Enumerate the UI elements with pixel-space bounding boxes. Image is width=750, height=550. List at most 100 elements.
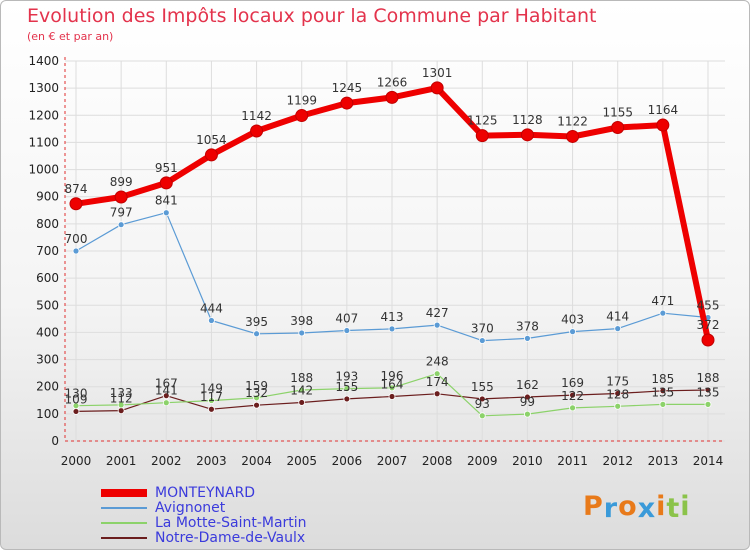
y-tick-label: 800: [36, 217, 59, 231]
data-label: 1301: [422, 66, 453, 80]
data-point: [701, 333, 715, 347]
x-tick-label: 2001: [106, 454, 137, 468]
data-label: 414: [606, 310, 629, 324]
data-label: 427: [426, 306, 449, 320]
data-label: 1128: [512, 113, 543, 127]
data-point: [159, 176, 173, 190]
data-point: [475, 129, 489, 143]
x-tick-label: 2013: [648, 454, 679, 468]
data-label: 874: [65, 182, 88, 196]
x-tick-label: 2010: [512, 454, 543, 468]
axes: 0 100 200 300 400 500 600 700 800 900 1000 1100 1200…: [28, 54, 725, 468]
data-label: 135: [651, 385, 674, 399]
legend-item: La Motte-Saint-Martin: [101, 516, 307, 531]
legend-swatch: [101, 489, 147, 497]
legend-label: La Motte-Saint-Martin: [155, 515, 307, 531]
data-point: [566, 129, 580, 143]
data-label: 413: [381, 310, 404, 324]
data-label: 395: [245, 315, 268, 329]
logo-letter: i: [680, 491, 691, 522]
chart-title: Evolution des Impôts locaux pour la Comm…: [27, 5, 597, 27]
x-tick-label: 2000: [61, 454, 92, 468]
legend-label: Notre-Dame-de-Vaulx: [155, 530, 306, 546]
legend-swatch: [101, 522, 147, 524]
data-label: 174: [426, 375, 449, 389]
data-point: [659, 400, 667, 408]
x-tick-label: 2007: [377, 454, 408, 468]
data-label: 193: [335, 370, 358, 384]
data-point: [520, 128, 534, 142]
data-label: 455: [697, 299, 720, 313]
data-point: [478, 412, 486, 420]
data-label: 378: [516, 319, 539, 333]
y-tick-label: 0: [51, 434, 59, 448]
data-label: 117: [200, 390, 223, 404]
logo-letter: t: [666, 493, 681, 524]
data-label: 169: [561, 376, 584, 390]
data-label: 841: [155, 194, 178, 208]
data-point: [524, 410, 531, 418]
x-tick-label: 2011: [557, 454, 588, 468]
x-tick-label: 2004: [241, 454, 272, 468]
data-label: 99: [520, 395, 535, 409]
y-tick-label: 700: [36, 244, 59, 258]
data-point: [69, 197, 83, 211]
y-tick-label: 500: [36, 298, 59, 312]
data-label: 122: [561, 389, 584, 403]
data-label: 248: [426, 355, 449, 369]
data-point: [253, 401, 260, 409]
data-label: 162: [516, 378, 539, 392]
y-tick-label: 100: [36, 407, 59, 421]
y-tick-label: 300: [36, 353, 59, 367]
data-point: [298, 386, 306, 394]
legend-item: Avignonet: [101, 501, 307, 516]
x-tick-label: 2014: [693, 454, 724, 468]
data-label: 149: [200, 382, 223, 396]
legend-item: Notre-Dame-de-Vaulx: [101, 531, 307, 546]
logo-letter: r: [603, 493, 619, 524]
data-point: [162, 392, 170, 400]
data-point: [340, 96, 354, 110]
logo-letter: x: [637, 493, 657, 524]
data-label: 403: [561, 313, 584, 327]
data-point: [72, 247, 80, 255]
data-label: 188: [290, 371, 313, 385]
data-label: 196: [381, 369, 404, 383]
y-tick-label: 200: [36, 380, 59, 394]
data-point: [433, 390, 441, 398]
data-point: [524, 393, 531, 401]
data-label: 167: [155, 377, 178, 391]
data-point: [295, 109, 309, 123]
data-label: 130: [65, 387, 88, 401]
data-label: 398: [290, 314, 313, 328]
grid-lines: [65, 60, 725, 442]
data-label: 1245: [332, 81, 363, 95]
data-label: 700: [65, 232, 88, 246]
data-point: [208, 397, 215, 404]
data-label: 797: [110, 206, 133, 220]
data-label: 1054: [196, 133, 227, 147]
legend-label: MONTEYNARD: [155, 485, 256, 501]
data-point: [569, 391, 576, 399]
data-label: 1155: [602, 106, 633, 120]
data-point: [478, 337, 486, 344]
data-label: 1122: [557, 114, 588, 128]
data-label: 1142: [241, 109, 272, 123]
data-label: 135: [697, 385, 720, 399]
data-point: [298, 329, 306, 337]
data-point: [704, 400, 712, 408]
y-tick-label: 1100: [28, 135, 59, 149]
data-point: [204, 148, 218, 162]
data-point: [704, 386, 712, 394]
y-tick-label: 1300: [28, 81, 59, 95]
data-label: 141: [155, 384, 178, 398]
data-label: 185: [651, 372, 674, 386]
data-label: 899: [110, 175, 133, 189]
data-point: [72, 408, 80, 415]
data-point: [117, 407, 125, 415]
data-point: [569, 328, 576, 336]
y-tick-label: 600: [36, 271, 59, 285]
data-point: [433, 370, 441, 378]
data-label: 1164: [648, 103, 679, 117]
